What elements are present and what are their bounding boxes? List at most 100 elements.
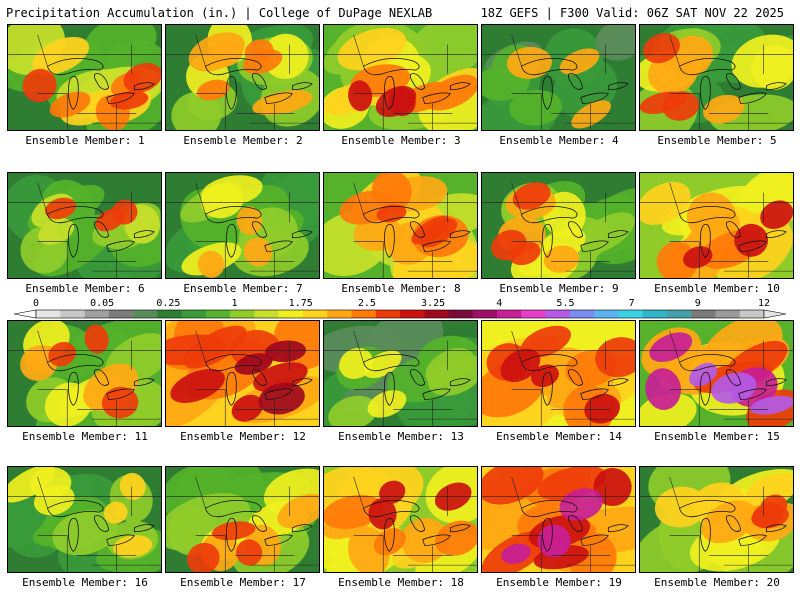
precip-contour [482, 467, 544, 505]
state-border [37, 182, 48, 215]
panel-label: Ensemble Member: 18 [338, 576, 464, 589]
panel-label: Ensemble Member: 2 [183, 134, 303, 147]
precip-contour [559, 48, 600, 75]
great-lake-outline [226, 75, 237, 110]
great-lake-outline [264, 534, 293, 546]
state-border [195, 535, 226, 572]
precip-contour [48, 341, 77, 367]
state-border [37, 330, 48, 363]
great-lake-outline [700, 75, 711, 110]
precip-contour [44, 382, 92, 426]
precip-field [482, 467, 635, 572]
precip-contour [196, 79, 230, 101]
great-lake-outline [765, 524, 787, 533]
precip-contour [640, 181, 691, 225]
state-border [37, 535, 68, 572]
great-lake-outline [568, 369, 584, 386]
great-lake-outline [264, 92, 293, 104]
great-lake-outline [700, 517, 711, 552]
great-lake-outline [252, 73, 268, 90]
precip-field [166, 321, 319, 426]
precip-contour [595, 337, 635, 378]
great-lake-outline [726, 73, 742, 90]
great-lake-outline [449, 378, 471, 387]
great-lake-outline [521, 58, 578, 76]
great-lake-outline [422, 92, 451, 104]
great-lake-outline [68, 517, 79, 552]
great-lake-outline [94, 369, 110, 386]
ensemble-map-panel [639, 466, 794, 573]
precip-contour [643, 33, 680, 64]
precip-contour [101, 386, 139, 419]
great-lake-outline [94, 515, 110, 532]
precip-contour [33, 484, 75, 516]
great-lake-outline [580, 240, 609, 252]
legend-swatch [545, 310, 571, 318]
great-lake-outline [133, 230, 155, 239]
ensemble-map-panel [7, 320, 162, 427]
precip-contour [103, 501, 128, 524]
state-border [37, 34, 48, 67]
great-lake-outline [422, 534, 451, 546]
precip-contour [328, 395, 378, 426]
precip-contour [236, 539, 263, 566]
state-border [669, 389, 700, 426]
great-lake-outline [607, 82, 629, 91]
great-lake-outline [568, 221, 584, 238]
legend-swatch [594, 310, 619, 318]
precip-field [324, 173, 477, 278]
state-border [669, 34, 680, 67]
great-lake-outline [449, 524, 471, 533]
ensemble-map-panel [323, 320, 478, 427]
great-lake-outline [765, 230, 787, 239]
precip-contour [379, 480, 406, 504]
great-lake-outline [521, 354, 578, 372]
great-lake-outline [205, 58, 262, 76]
great-lake-outline [607, 524, 629, 533]
legend-tick-label: 7 [628, 298, 635, 309]
great-lake-outline [133, 378, 155, 387]
great-lake-outline [47, 206, 104, 224]
great-lake-outline [580, 534, 609, 546]
precip-contour [324, 495, 384, 529]
panel-label: Ensemble Member: 11 [22, 430, 148, 443]
legend-swatch [60, 310, 85, 318]
great-lake-outline [94, 73, 110, 90]
precip-contour [8, 467, 56, 503]
state-border [195, 182, 206, 215]
precip-field [166, 25, 319, 130]
state-border [669, 330, 680, 363]
precip-contour [44, 197, 77, 220]
great-lake-outline [410, 221, 426, 238]
precip-contour [501, 543, 531, 564]
precip-contour [543, 245, 580, 273]
ensemble-map-panel [165, 172, 320, 279]
precip-field [482, 173, 635, 278]
precip-contour [701, 500, 757, 544]
legend-swatch [351, 310, 377, 318]
precip-field [166, 173, 319, 278]
great-lake-outline [410, 515, 426, 532]
great-lake-outline [422, 388, 451, 400]
precip-contour [348, 80, 373, 112]
legend-tick-label: 1.75 [288, 298, 313, 309]
great-lake-outline [363, 58, 420, 76]
legend-swatch [205, 310, 231, 318]
chart-title-right: 18Z GEFS | F300 Valid: 06Z SAT NOV 22 20… [480, 6, 784, 20]
great-lake-outline [521, 206, 578, 224]
precip-field [324, 467, 477, 572]
great-lake-outline [700, 223, 711, 258]
ensemble-map-panel [639, 320, 794, 427]
legend-swatch [521, 310, 546, 318]
great-lake-outline [679, 58, 736, 76]
great-lake-outline [700, 371, 711, 406]
precip-contour [734, 223, 769, 257]
state-border [353, 476, 364, 509]
panel-label: Ensemble Member: 17 [180, 576, 306, 589]
legend-swatch [302, 310, 328, 318]
panel-label: Ensemble Member: 12 [180, 430, 306, 443]
great-lake-outline [580, 92, 609, 104]
precip-contour [645, 368, 682, 410]
precip-contour [571, 100, 611, 129]
precip-contour [375, 85, 417, 118]
